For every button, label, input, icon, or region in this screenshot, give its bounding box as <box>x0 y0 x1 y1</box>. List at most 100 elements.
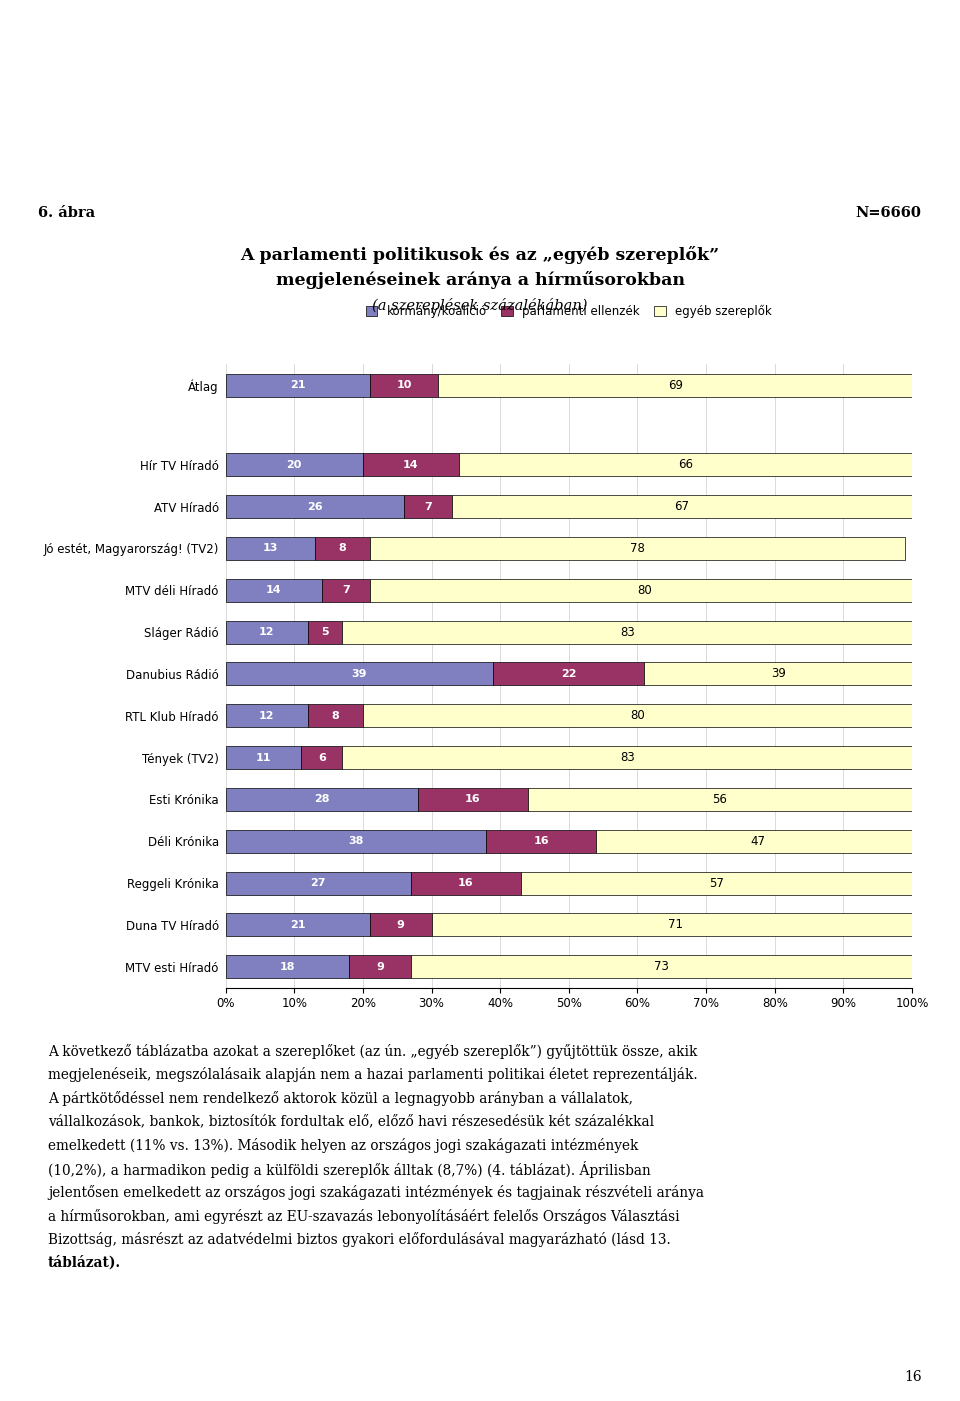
Text: 78: 78 <box>630 542 645 555</box>
Bar <box>226 955 349 978</box>
Bar <box>226 374 370 396</box>
Bar <box>370 537 905 560</box>
Text: 71: 71 <box>668 919 683 932</box>
Bar <box>226 537 315 560</box>
Text: A pártkötődéssel nem rendelkező aktorok közül a legnagyobb arányban a vállalatok: A pártkötődéssel nem rendelkező aktorok … <box>48 1091 633 1105</box>
Bar <box>226 705 308 727</box>
Bar <box>370 374 439 396</box>
Text: 67: 67 <box>675 500 689 513</box>
Bar <box>226 829 487 853</box>
Text: 47: 47 <box>750 835 765 848</box>
Text: 20: 20 <box>286 460 302 469</box>
Text: megjelenéseinek aránya a hírműsorokban: megjelenéseinek aránya a hírműsorokban <box>276 272 684 289</box>
Text: (a szereplések százalékában): (a szereplések százalékában) <box>372 298 588 312</box>
Bar <box>308 705 363 727</box>
Bar <box>226 913 370 936</box>
Bar <box>363 453 459 476</box>
Bar <box>349 955 411 978</box>
Text: 83: 83 <box>620 751 635 764</box>
Text: táblázat).: táblázat). <box>48 1255 121 1269</box>
Text: jelentősen emelkedett az országos jogi szakágazati intézmények és tagjainak rész: jelentősen emelkedett az országos jogi s… <box>48 1185 704 1201</box>
Bar <box>226 663 493 685</box>
Bar <box>370 913 432 936</box>
Text: 14: 14 <box>266 586 281 595</box>
Text: 9: 9 <box>376 961 384 972</box>
Text: 11: 11 <box>255 752 271 762</box>
Bar <box>226 871 411 895</box>
Bar <box>644 663 912 685</box>
Legend: kormány/koalíció, parlamenti ellenzék, egyéb szereplők: kormány/koalíció, parlamenti ellenzék, e… <box>366 304 772 318</box>
Bar <box>528 787 912 811</box>
Bar <box>308 621 343 643</box>
Text: 66: 66 <box>678 458 693 471</box>
Text: emelkedett (11% vs. 13%). Második helyen az országos jogi szakágazati intézménye: emelkedett (11% vs. 13%). Második helyen… <box>48 1138 638 1153</box>
Bar <box>452 495 912 518</box>
Text: 69: 69 <box>668 378 683 392</box>
Text: 73: 73 <box>654 960 669 974</box>
Text: A parlamenti politikusok és az „egyéb szereplők”: A parlamenti politikusok és az „egyéb sz… <box>240 247 720 263</box>
Text: a hírműsorokban, ami egyrészt az EU-szavazás lebonyolításáért felelős Országos V: a hírműsorokban, ami egyrészt az EU-szav… <box>48 1209 680 1223</box>
Text: 9: 9 <box>396 920 404 930</box>
Bar <box>493 663 644 685</box>
Bar <box>411 955 912 978</box>
Text: 6: 6 <box>318 752 325 762</box>
Text: 16: 16 <box>458 878 473 888</box>
Text: 12: 12 <box>259 628 275 637</box>
Text: Bizottság, másrészt az adatvédelmi biztos gyakori előfordulásával magyarázható (: Bizottság, másrészt az adatvédelmi bizto… <box>48 1231 671 1247</box>
Bar <box>226 747 301 769</box>
Text: 39: 39 <box>351 668 367 679</box>
Bar <box>343 747 912 769</box>
Text: N=6660: N=6660 <box>855 206 922 220</box>
Text: 18: 18 <box>279 961 295 972</box>
Bar <box>411 871 520 895</box>
Bar <box>418 787 528 811</box>
Text: 22: 22 <box>561 668 577 679</box>
Text: (10,2%), a harmadikon pedig a külföldi szereplők álltak (8,7%) (4. táblázat). Áp: (10,2%), a harmadikon pedig a külföldi s… <box>48 1161 651 1178</box>
Text: 38: 38 <box>348 836 364 846</box>
Text: 7: 7 <box>424 502 432 511</box>
Text: 28: 28 <box>314 794 329 804</box>
Bar <box>439 374 912 396</box>
Text: A következő táblázatba azokat a szereplőket (az ún. „egyéb szereplők”) gyűjtöttü: A következő táblázatba azokat a szereplő… <box>48 1044 697 1059</box>
Text: 16: 16 <box>534 836 549 846</box>
Bar <box>487 829 596 853</box>
Text: 21: 21 <box>290 380 305 391</box>
Bar <box>301 747 343 769</box>
Text: 13: 13 <box>262 544 277 553</box>
Text: 16: 16 <box>465 794 481 804</box>
Bar <box>322 579 370 601</box>
Bar <box>363 705 912 727</box>
Text: 80: 80 <box>630 709 645 723</box>
Text: 5: 5 <box>322 628 329 637</box>
Text: 6. ábra: 6. ábra <box>38 206 96 220</box>
Text: vállalkozások, bankok, biztosítók fordultak elő, előző havi részesedésük két szá: vállalkozások, bankok, biztosítók fordul… <box>48 1114 654 1128</box>
Bar <box>343 621 912 643</box>
Bar <box>315 537 370 560</box>
Text: 57: 57 <box>708 877 724 890</box>
Text: 8: 8 <box>339 544 347 553</box>
Text: 21: 21 <box>290 920 305 930</box>
Bar <box>226 495 404 518</box>
Bar <box>226 621 308 643</box>
Bar <box>226 787 418 811</box>
Text: 16: 16 <box>904 1370 922 1384</box>
Bar <box>520 871 912 895</box>
Bar <box>404 495 452 518</box>
Text: 80: 80 <box>636 584 652 597</box>
Text: 26: 26 <box>307 502 323 511</box>
Text: 56: 56 <box>712 793 728 806</box>
Text: 12: 12 <box>259 710 275 720</box>
Bar <box>431 913 919 936</box>
Bar <box>226 579 322 601</box>
Bar <box>596 829 919 853</box>
Text: 10: 10 <box>396 380 412 391</box>
Text: 39: 39 <box>771 667 785 681</box>
Bar <box>370 579 919 601</box>
Bar <box>226 453 363 476</box>
Text: 8: 8 <box>331 710 339 720</box>
Text: 7: 7 <box>342 586 349 595</box>
Text: 14: 14 <box>403 460 419 469</box>
Text: 83: 83 <box>620 626 635 639</box>
Text: 27: 27 <box>310 878 326 888</box>
Bar <box>459 453 912 476</box>
